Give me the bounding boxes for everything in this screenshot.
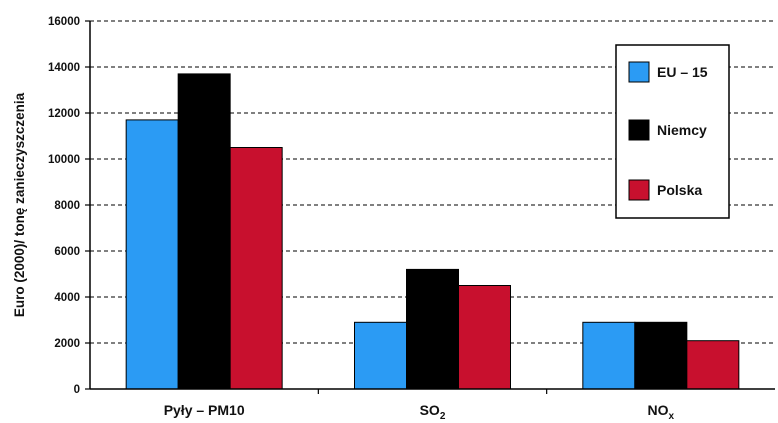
legend-swatch xyxy=(628,61,650,83)
bar xyxy=(634,321,688,390)
x-tick-label: Pyły – PM10 xyxy=(164,402,245,418)
y-tick-label: 14000 xyxy=(48,62,80,74)
bar xyxy=(125,119,179,390)
y-tick-label: 12000 xyxy=(48,108,80,120)
y-tick-label: 16000 xyxy=(48,16,80,28)
legend: EU – 15 Niemcy Polska xyxy=(615,44,730,219)
legend-swatch xyxy=(628,119,650,141)
y-tick-label: 6000 xyxy=(54,246,80,258)
bar xyxy=(686,340,740,390)
y-tick-label: 0 xyxy=(74,384,80,396)
y-tick-label: 10000 xyxy=(48,154,80,166)
y-tick-label: 8000 xyxy=(54,200,80,212)
y-tick-label: 4000 xyxy=(54,292,80,304)
bar xyxy=(354,321,407,390)
legend-label: EU – 15 xyxy=(657,64,708,80)
axes xyxy=(85,20,775,394)
y-tick-label: 2000 xyxy=(54,338,80,350)
y-tick-labels: 0 2000 4000 6000 8000 10000 12000 14000 16000 xyxy=(48,16,80,396)
bar xyxy=(406,268,459,390)
bars xyxy=(125,73,740,390)
x-tick-label-subscript: x xyxy=(669,411,675,422)
x-tick-label-text: SO xyxy=(420,402,440,418)
x-tick-label-subscript: 2 xyxy=(440,411,446,422)
bar xyxy=(458,285,511,390)
x-tick-label-text: NO xyxy=(648,402,669,418)
legend-swatch xyxy=(628,179,650,201)
bar xyxy=(229,147,283,390)
legend-label: Niemcy xyxy=(657,122,707,138)
x-tick-labels: Pyły – PM10 SO2 NOx xyxy=(164,402,675,422)
bar xyxy=(582,321,636,390)
x-tick-label: SO2 xyxy=(420,402,446,422)
y-axis-label: Euro (2000)/ tonę zanieczyszczenia xyxy=(12,92,27,317)
bar xyxy=(177,73,231,390)
legend-label: Polska xyxy=(657,182,702,198)
x-tick-label-text: Pyły – PM10 xyxy=(164,402,245,418)
x-tick-label: NOx xyxy=(648,402,675,422)
